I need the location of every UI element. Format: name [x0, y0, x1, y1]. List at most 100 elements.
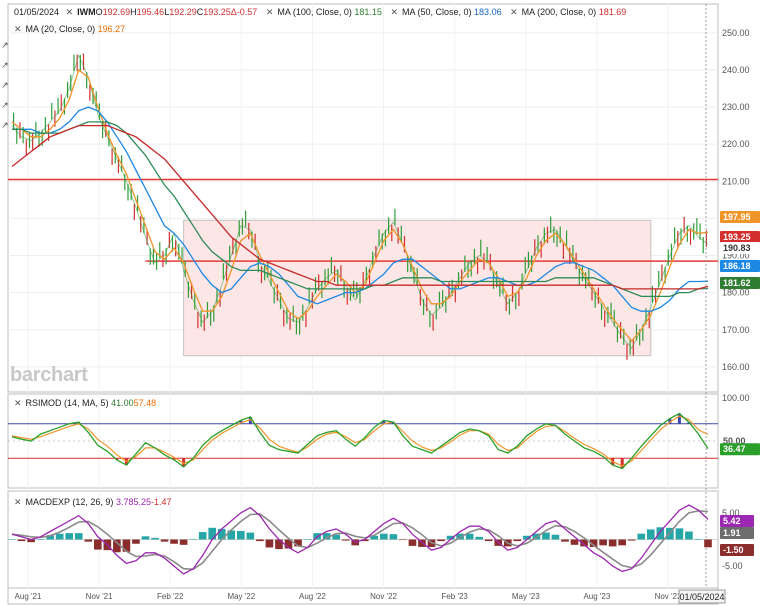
macd-histogram-bar	[637, 533, 646, 540]
price-value-tag-bg	[720, 242, 760, 254]
macd-signal-value: 5.25	[133, 497, 151, 507]
macd-value-tag-bg	[720, 515, 754, 527]
close-icon[interactable]: ✕	[14, 24, 22, 34]
rsi-value-tag: 36.47	[720, 443, 760, 456]
macd-histogram-bar	[608, 539, 617, 547]
drawing-tool-icon[interactable]: ↗	[1, 40, 9, 50]
x-tick-label: Aug '21	[15, 592, 42, 601]
macd-histogram-bar	[8, 539, 16, 540]
close-icon[interactable]: ✕	[14, 497, 22, 507]
rsi-ma-line	[11, 415, 709, 467]
macd-histogram-bar	[599, 539, 607, 546]
y-tick-label: 180.00	[722, 288, 750, 298]
close-icon[interactable]: ✕	[510, 7, 518, 17]
macd-histogram-bar	[122, 539, 131, 552]
macd-histogram-bar	[65, 533, 74, 540]
drawing-tool-icon[interactable]: ↗	[1, 120, 9, 130]
macd-histogram-bar	[389, 534, 398, 540]
price-value-tag: 197.95	[720, 211, 760, 223]
macd-histogram-bar	[551, 534, 560, 540]
y-tick-label: 190.00	[722, 251, 750, 261]
close-icon[interactable]: ✕	[265, 7, 274, 17]
drawing-tool-icon[interactable]: ↗	[1, 60, 9, 70]
y-tick-label: 160.00	[722, 362, 750, 372]
macd-histogram-bar	[685, 531, 693, 540]
macd-histogram-bar	[189, 538, 197, 540]
macd-y-tick-label: 5.00	[722, 508, 740, 518]
price-value-tag: 181.62	[720, 277, 760, 289]
macd-histogram-bar	[36, 538, 45, 540]
macd-line	[11, 504, 709, 575]
ma100-value: 181.15	[354, 7, 382, 17]
close-icon[interactable]: ✕	[390, 7, 398, 17]
price-value-tag-bg	[720, 231, 760, 243]
current-date-tag-text: 01/05/2024	[679, 592, 724, 602]
macd-histogram-bar	[275, 539, 283, 550]
macd-histogram-bar	[542, 532, 550, 540]
rsi-line	[11, 412, 709, 470]
close-icon[interactable]: ✕	[65, 7, 74, 17]
macd-histogram-bar	[160, 539, 169, 542]
macd-histogram-bar	[570, 539, 579, 545]
macd-histogram-bar	[580, 539, 588, 547]
macd-histogram-bar	[332, 534, 340, 540]
symbol-label: IWM	[77, 7, 96, 17]
macd-histogram-bar	[151, 537, 159, 540]
y-tick-label: 220.00	[722, 139, 750, 149]
pane-border-price	[7, 3, 719, 393]
price-value-tag-text: 197.95	[723, 212, 751, 222]
macd-histogram-bar	[179, 539, 188, 545]
macd-histogram-bar	[475, 536, 483, 540]
macd-histogram-bar	[437, 539, 445, 542]
close-value: 193.25	[203, 7, 231, 17]
open-value: 192.69	[102, 7, 131, 17]
macd-histogram-bar	[446, 535, 455, 540]
macd-histogram-bar	[17, 539, 26, 542]
x-tick-label: May '22	[227, 592, 255, 601]
macd-histogram-bar	[170, 539, 178, 544]
ma20-value: 196.27	[97, 24, 126, 34]
rsi-value-tag-text: 36.47	[723, 444, 746, 454]
y-tick-label: 210.00	[722, 176, 750, 186]
x-tick-label: Nov '22	[370, 592, 397, 601]
macd-histogram-bar	[198, 532, 207, 540]
x-tick-label: Nov '21	[86, 592, 113, 601]
macd-value-tag: 1.91	[720, 527, 754, 539]
rsi-ma-value: 57.48	[133, 398, 157, 408]
ma200-line	[11, 124, 709, 290]
y-tick-label: 230.00	[722, 102, 750, 112]
macd-histogram-bar	[217, 528, 226, 540]
drawing-tool-icon[interactable]: ↗	[1, 100, 9, 110]
range-box	[183, 219, 652, 357]
macd-y-tick-label: -5.00	[722, 561, 743, 571]
macd-value-tag-bg	[720, 544, 754, 556]
price-value-tag-bg	[720, 277, 760, 289]
macd-histogram-bar	[322, 533, 331, 540]
macd-histogram-bar	[360, 539, 369, 542]
macd-histogram-bar	[408, 539, 417, 546]
macd-histogram-bar	[284, 539, 293, 549]
macd-histogram-bar	[370, 535, 379, 540]
drawing-tool-icon[interactable]: ↗	[1, 80, 9, 90]
rsi-label: RSIMOD (14, MA, 5)	[25, 398, 109, 408]
y-tick-label: 240.00	[722, 65, 750, 75]
x-tick-label: Feb '22	[157, 592, 184, 601]
close-icon[interactable]: ✕	[14, 398, 22, 408]
macd-histogram-bar	[256, 539, 264, 542]
rsi-y-tick-label: 100.00	[722, 393, 750, 403]
macd-histogram-bar	[303, 539, 312, 540]
x-tick-label: Nov '23	[655, 592, 682, 601]
high-value: 195.46	[136, 7, 165, 17]
macd-histogram-bar	[113, 539, 121, 553]
ma50-line	[12, 106, 709, 312]
macd-histogram-bar	[418, 539, 426, 547]
macd-histogram-bar	[208, 527, 217, 540]
macd-signal-line	[11, 509, 709, 571]
macd-header: ✕ MACDEXP (12, 26, 9) 3.785.25-1.47	[14, 497, 172, 508]
x-tick-label: Aug '22	[299, 592, 326, 601]
macd-histogram-bar	[704, 539, 712, 548]
macd-value-tag: 5.42	[720, 515, 754, 527]
macd-histogram-bar	[589, 539, 598, 547]
macd-histogram-bar	[46, 535, 54, 540]
